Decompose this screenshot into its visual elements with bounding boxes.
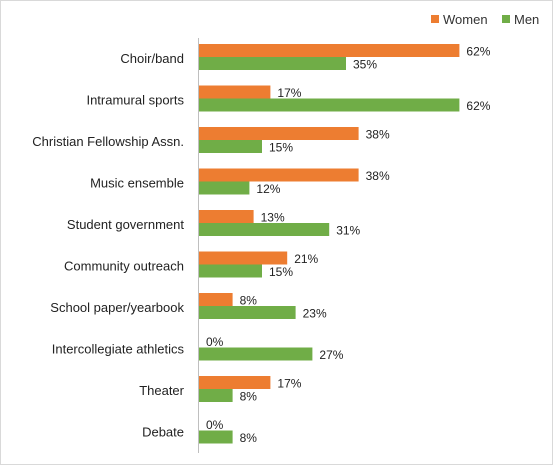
bar-women-christian-fellowship-assn (199, 127, 359, 140)
bar-women-community-outreach (199, 251, 288, 265)
bar-men-christian-fellowship-assn (199, 140, 262, 153)
value-label-men-christian-fellowship-assn: 15% (269, 141, 293, 155)
bar-men-community-outreach (199, 264, 262, 278)
value-label-women-school-paper-yearbook: 8% (240, 294, 258, 308)
value-label-women-theater: 17% (277, 377, 301, 391)
category-label-music-ensemble: Music ensemble (90, 175, 184, 190)
value-label-women-community-outreach: 21% (294, 252, 318, 266)
value-label-women-choir-band: 62% (466, 45, 490, 59)
bar-women-student-government (199, 210, 254, 223)
bar-men-music-ensemble (199, 181, 250, 195)
value-label-men-debate: 8% (240, 431, 258, 445)
legend-swatch-men (502, 15, 510, 23)
value-label-men-school-paper-yearbook: 23% (303, 307, 327, 321)
category-label-school-paper-yearbook: School paper/yearbook (50, 300, 184, 315)
category-label-intercollegiate-athletics: Intercollegiate athletics (52, 341, 185, 356)
bar-men-student-government (199, 223, 330, 236)
category-label-student-government: Student government (67, 217, 184, 232)
value-label-women-intramural-sports: 17% (277, 86, 301, 100)
value-label-women-intercollegiate-athletics: 0% (206, 335, 224, 349)
value-label-men-music-ensemble: 12% (256, 182, 280, 196)
legend-label-women: Women (443, 12, 488, 27)
category-label-intramural-sports: Intramural sports (86, 92, 184, 107)
bar-women-intramural-sports (199, 85, 271, 99)
value-label-men-student-government: 31% (336, 224, 360, 238)
bar-men-choir-band (199, 57, 346, 70)
value-label-women-debate: 0% (206, 418, 224, 432)
bar-men-school-paper-yearbook (199, 306, 296, 319)
value-label-women-christian-fellowship-assn: 38% (366, 128, 390, 142)
legend-swatch-women (431, 15, 439, 23)
bar-women-school-paper-yearbook (199, 293, 233, 306)
category-label-choir-band: Choir/band (120, 51, 184, 66)
value-label-men-community-outreach: 15% (269, 265, 293, 279)
plot-area: Choir/band 62% 35% Intramural sports 17% 62% C… (32, 44, 491, 445)
category-label-debate: Debate (142, 424, 184, 439)
bar-men-theater (199, 389, 233, 402)
bar-women-music-ensemble (199, 168, 359, 182)
bar-women-theater (199, 376, 271, 389)
bar-men-intercollegiate-athletics (199, 347, 313, 361)
legend-label-men: Men (514, 12, 539, 27)
value-label-women-student-government: 13% (261, 211, 285, 225)
value-label-men-choir-band: 35% (353, 58, 377, 72)
bar-women-choir-band (199, 44, 460, 57)
category-label-theater: Theater (139, 383, 184, 398)
category-label-community-outreach: Community outreach (64, 258, 184, 273)
category-label-christian-fellowship-assn: Christian Fellowship Assn. (32, 134, 184, 149)
value-label-women-music-ensemble: 38% (366, 169, 390, 183)
value-label-men-intramural-sports: 62% (466, 99, 490, 113)
bar-men-debate (199, 430, 233, 444)
value-label-men-theater: 8% (240, 390, 258, 404)
legend: Women Men (431, 12, 539, 27)
bar-men-intramural-sports (199, 98, 460, 112)
value-label-men-intercollegiate-athletics: 27% (319, 348, 343, 362)
